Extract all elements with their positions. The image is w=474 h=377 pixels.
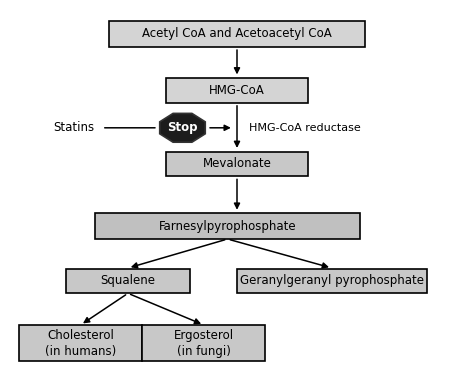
FancyBboxPatch shape — [66, 268, 190, 293]
Text: Cholesterol
(in humans): Cholesterol (in humans) — [45, 329, 116, 357]
Text: Stop: Stop — [167, 121, 198, 134]
FancyBboxPatch shape — [95, 213, 360, 239]
FancyBboxPatch shape — [142, 325, 265, 361]
Text: Ergosterol
(in fungi): Ergosterol (in fungi) — [174, 329, 234, 357]
Text: Squalene: Squalene — [100, 274, 155, 287]
FancyBboxPatch shape — [109, 21, 365, 47]
Text: Geranylgeranyl pyrophosphate: Geranylgeranyl pyrophosphate — [240, 274, 424, 287]
FancyBboxPatch shape — [166, 78, 308, 103]
Polygon shape — [160, 113, 205, 142]
Text: HMG-CoA reductase: HMG-CoA reductase — [249, 123, 361, 133]
Text: Farnesylpyrophosphate: Farnesylpyrophosphate — [159, 220, 296, 233]
FancyBboxPatch shape — [237, 268, 427, 293]
Text: Statins: Statins — [53, 121, 94, 134]
FancyBboxPatch shape — [19, 325, 142, 361]
Text: Mevalonate: Mevalonate — [202, 158, 272, 170]
Text: HMG-CoA: HMG-CoA — [209, 84, 265, 97]
FancyBboxPatch shape — [166, 152, 308, 176]
Text: Acetyl CoA and Acetoacetyl CoA: Acetyl CoA and Acetoacetyl CoA — [142, 28, 332, 40]
